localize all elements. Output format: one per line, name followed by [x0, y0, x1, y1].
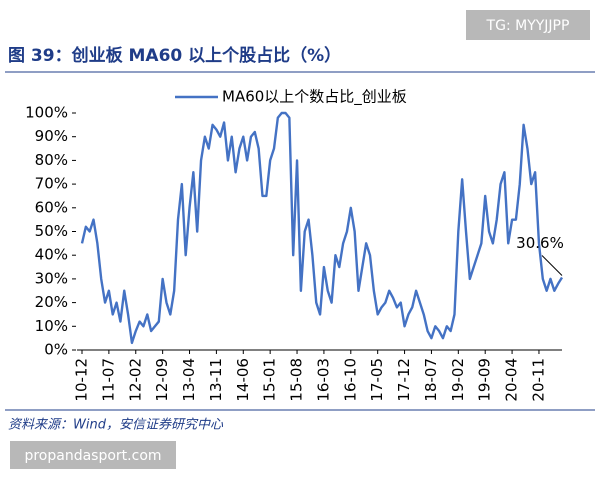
watermark: propandasport.com — [24, 448, 161, 464]
watermark: TG: MYYJJPP — [486, 18, 570, 34]
watermark-box — [10, 441, 176, 469]
y-tick-label: 90% — [35, 127, 68, 145]
x-tick-label: 16-10 — [341, 358, 359, 402]
y-tick-label: 70% — [35, 175, 68, 193]
y-tick-label: 100% — [25, 104, 68, 122]
data-line — [80, 111, 564, 345]
data-label: 30.6% — [516, 234, 564, 252]
y-tick-label: 10% — [35, 317, 68, 335]
y-tick-label: 0% — [44, 341, 68, 359]
y-tick-label: 40% — [35, 246, 68, 264]
y-tick-label: 60% — [35, 198, 68, 216]
y-tick-label: 50% — [35, 222, 68, 240]
legend-label: MA60以上个数占比_创业板 — [222, 88, 407, 107]
x-tick-label: 10-12 — [73, 358, 91, 402]
x-tick-label: 12-02 — [126, 358, 144, 402]
x-tick-label: 15-08 — [288, 358, 306, 402]
x-tick-label: 12-09 — [153, 358, 171, 402]
y-tick-label: 80% — [35, 151, 68, 169]
x-tick-label: 17-12 — [395, 358, 413, 402]
watermark-box — [466, 10, 590, 40]
x-tick-label: 20-11 — [529, 358, 547, 402]
label-leader — [541, 255, 563, 276]
x-tick-label: 16-03 — [314, 358, 332, 402]
x-tick-label: 17-05 — [368, 358, 386, 402]
x-tick-label: 18-07 — [422, 358, 440, 402]
y-tick-label: 20% — [35, 293, 68, 311]
source: 资料来源：Wind，安信证券研究中心 — [8, 417, 224, 433]
x-tick-label: 19-09 — [476, 358, 494, 402]
x-tick-label: 15-01 — [261, 358, 279, 402]
x-tick-label: 19-02 — [449, 358, 467, 402]
chart-title: 图 39：创业板 MA60 以上个股占比（%） — [8, 45, 341, 66]
x-tick-label: 13-11 — [207, 358, 225, 402]
y-tick-label: 30% — [35, 269, 68, 287]
x-tick-label: 11-07 — [99, 358, 117, 402]
x-tick-label: 20-04 — [503, 358, 521, 402]
x-tick-label: 14-06 — [234, 358, 252, 402]
x-tick-label: 13-04 — [180, 358, 198, 402]
